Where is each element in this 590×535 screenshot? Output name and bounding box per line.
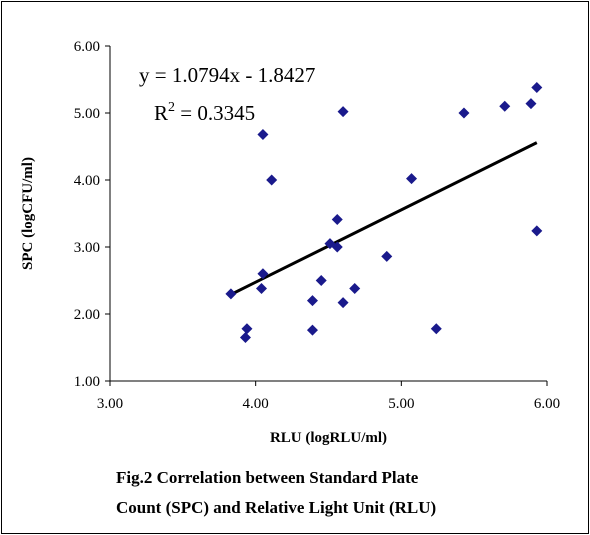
y-ticks: 1.00 2.00 3.00 4.00 5.00 6.00 [74, 39, 110, 390]
data-point [349, 283, 361, 295]
data-point [315, 275, 327, 286]
axes [109, 46, 547, 382]
r2-base: R [154, 101, 168, 125]
x-ticks: 3.00 4.00 5.00 6.00 [97, 381, 560, 412]
data-point [531, 225, 543, 237]
y-tick-label: 4.00 [74, 173, 100, 189]
data-point [458, 107, 470, 119]
r2-superscript: 2 [168, 100, 175, 115]
y-tick-label: 6.00 [74, 39, 100, 55]
data-point [331, 214, 343, 226]
x-tick-label: 4.00 [243, 396, 269, 412]
y-tick-label: 2.00 [74, 307, 100, 323]
data-point [430, 323, 442, 335]
x-axis-label: RLU (logRLU/ml) [270, 430, 387, 446]
data-point [525, 98, 537, 110]
data-point [331, 241, 343, 253]
caption-line-2: Count (SPC) and Relative Light Unit (RLU… [116, 498, 437, 517]
y-axis-label: SPC (logCFU/ml) [20, 157, 36, 270]
data-point [499, 100, 511, 112]
data-point [406, 173, 418, 185]
data-point [381, 250, 393, 262]
data-point [337, 297, 349, 309]
regression-equation: y = 1.0794x - 1.8427 [139, 63, 315, 87]
data-point [531, 82, 543, 94]
y-tick-label: 1.00 [74, 374, 100, 390]
data-point [239, 331, 251, 343]
r-squared-annotation: R2 = 0.3345 [154, 100, 255, 125]
data-point [255, 283, 267, 295]
scatter-chart: 1.00 2.00 3.00 4.00 5.00 6.00 3.00 4.00 5.00 6.0… [20, 39, 560, 446]
data-point [306, 324, 318, 336]
data-point [337, 106, 349, 118]
data-point [225, 288, 237, 300]
y-tick-label: 3.00 [74, 240, 100, 256]
data-point [241, 323, 253, 335]
r2-value: = 0.3345 [175, 101, 255, 125]
data-point [257, 128, 269, 140]
data-point [306, 295, 318, 307]
caption-line-1: Fig.2 Correlation between Standard Plate [116, 468, 419, 487]
data-points [225, 82, 543, 343]
y-tick-label: 5.00 [74, 106, 100, 122]
x-tick-label: 6.00 [534, 396, 560, 412]
x-tick-label: 5.00 [388, 396, 414, 412]
data-point [266, 174, 278, 186]
trendline [230, 141, 538, 296]
data-point [257, 268, 269, 280]
x-tick-label: 3.00 [97, 396, 123, 412]
